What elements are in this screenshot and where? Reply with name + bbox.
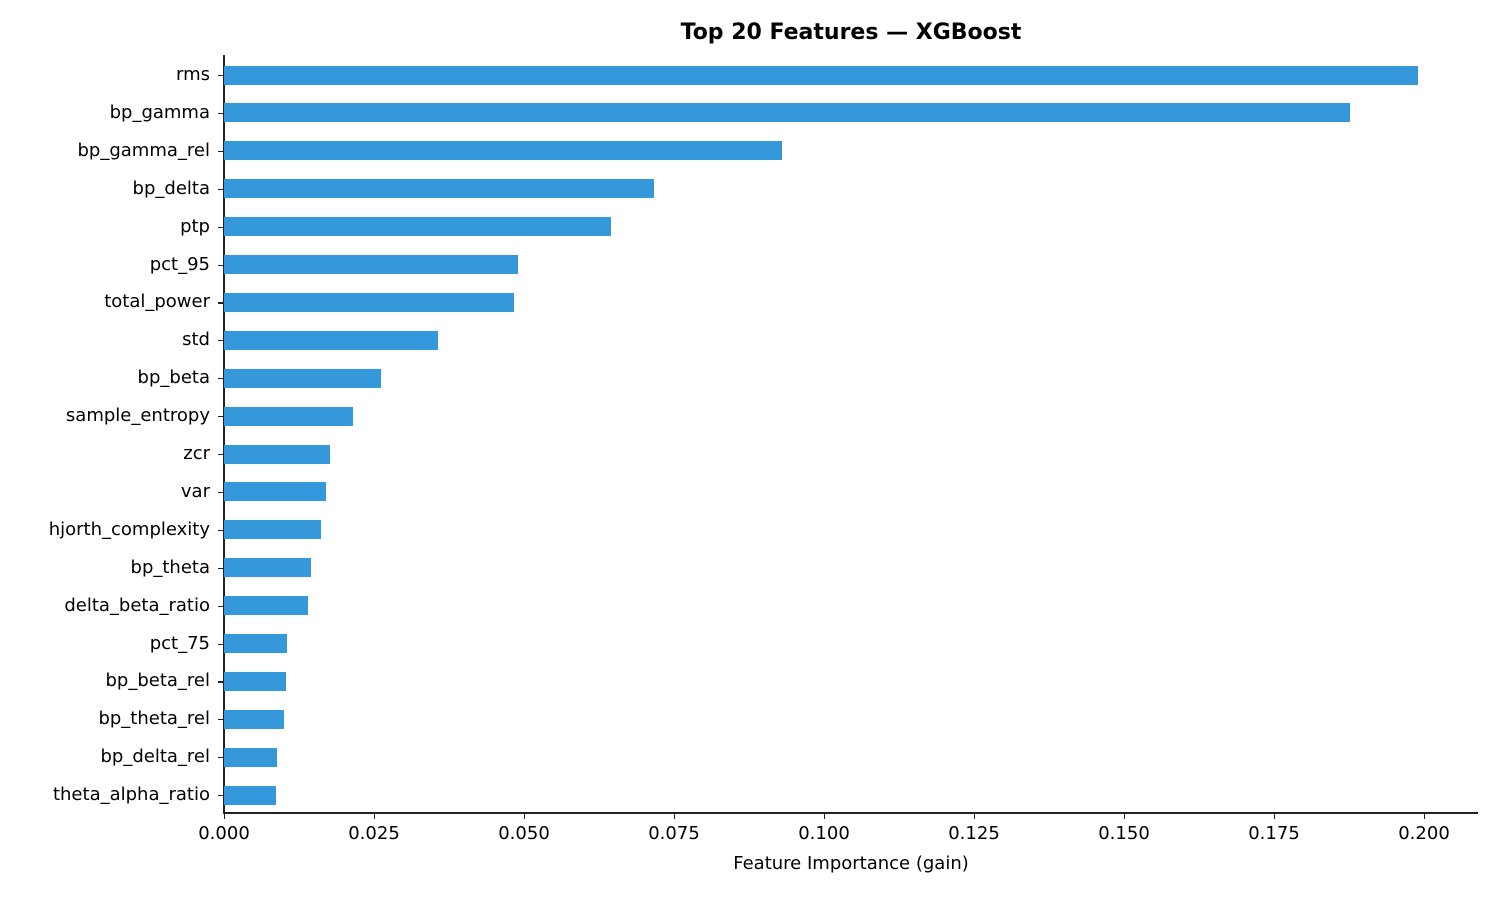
bar-bp-beta (224, 368, 382, 388)
y-tick (218, 795, 224, 797)
x-tick-label: 0.075 (648, 823, 700, 844)
x-tick (374, 813, 376, 819)
y-tick (218, 112, 224, 115)
y-tick-label: bp_theta_rel (98, 708, 210, 730)
y-tick-label: pct_95 (149, 253, 210, 275)
y-tick-label: total_power (104, 291, 210, 313)
y-tick-label: bp_beta (137, 367, 210, 389)
bar-theta-alpha-ratio (224, 785, 277, 805)
y-tick (218, 719, 224, 721)
bar-bp-theta (224, 558, 311, 578)
y-tick (218, 491, 224, 494)
y-tick (218, 340, 224, 342)
x-tick-label: 0.125 (948, 823, 1000, 844)
x-tick (1124, 813, 1126, 819)
x-tick-label: 0.025 (348, 823, 400, 844)
y-tick (218, 567, 224, 569)
y-tick (218, 226, 224, 228)
bar-var (224, 482, 326, 502)
bar-total-power (224, 292, 514, 312)
x-tick-label: 0.175 (1248, 823, 1300, 844)
y-tick (218, 416, 224, 418)
bar-sample-entropy (224, 406, 353, 426)
bar-pct-75 (224, 634, 287, 653)
bar-rms (224, 65, 1418, 85)
x-tick (1424, 813, 1426, 819)
x-tick (524, 813, 526, 819)
y-tick (218, 605, 224, 607)
bar-pct-95 (224, 255, 518, 274)
y-tick-label: zcr (183, 443, 210, 464)
x-tick-label: 0.100 (798, 823, 850, 844)
x-axis-title: Feature Importance (gain) (733, 853, 969, 874)
y-tick (218, 757, 224, 759)
bar-bp-beta-rel (224, 671, 286, 691)
y-tick-label: rms (176, 64, 210, 85)
x-tick (1274, 813, 1276, 819)
y-tick-label: theta_alpha_ratio (52, 784, 210, 806)
y-tick (218, 264, 224, 266)
y-tick-label: bp_delta (132, 177, 210, 199)
chart-title: Top 20 Features — XGBoost (680, 20, 1022, 45)
y-tick (218, 150, 224, 152)
x-tick-label: 0.050 (498, 823, 550, 844)
x-axis-line (223, 812, 1478, 814)
bar-zcr (224, 444, 331, 464)
x-tick (824, 813, 826, 819)
x-tick (974, 813, 976, 819)
y-tick (218, 302, 224, 304)
y-tick-label: bp_delta_rel (100, 746, 210, 768)
x-tick-label: 0.000 (198, 823, 250, 844)
x-tick-label: 0.150 (1098, 823, 1150, 844)
bar-ptp (224, 217, 611, 237)
y-tick (218, 681, 224, 683)
y-tick-label: bp_gamma (109, 101, 210, 123)
bar-bp-theta-rel (224, 709, 284, 729)
x-tick (224, 813, 226, 819)
bar-hjorth-complexity (224, 520, 322, 540)
y-tick-label: bp_gamma_rel (77, 139, 211, 161)
bar-bp-delta-rel (224, 747, 277, 767)
y-tick (218, 378, 224, 380)
y-tick (218, 188, 224, 190)
y-tick-label: sample_entropy (65, 405, 210, 427)
y-axis-line (223, 55, 225, 814)
y-tick-label: delta_beta_ratio (64, 594, 210, 616)
x-tick-label: 0.200 (1398, 823, 1450, 844)
y-tick-label: pct_75 (149, 632, 210, 654)
bar-bp-gamma (224, 103, 1351, 123)
bar-bp-gamma-rel (224, 141, 782, 161)
bar-std (224, 330, 439, 350)
x-tick (674, 813, 676, 819)
bar-bp-delta (224, 179, 655, 199)
y-tick-label: var (180, 480, 210, 502)
y-tick-label: ptp (180, 215, 210, 237)
y-tick (218, 454, 224, 456)
y-tick-label: hjorth_complexity (48, 518, 210, 540)
y-tick-label: std (182, 329, 210, 351)
bar-delta-beta-ratio (224, 596, 308, 616)
y-tick (218, 75, 224, 77)
y-tick (218, 643, 224, 645)
y-tick-label: bp_theta (130, 556, 210, 578)
y-tick (218, 529, 224, 531)
y-tick-label: bp_beta_rel (105, 670, 210, 692)
